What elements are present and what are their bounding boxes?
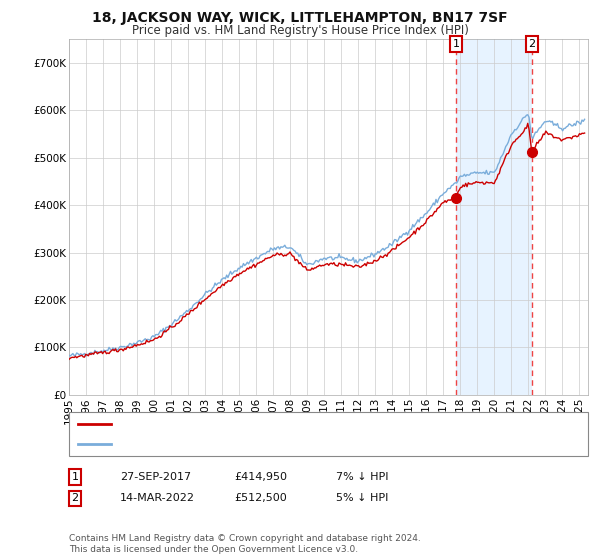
Text: 1: 1 bbox=[452, 39, 460, 49]
Text: 14-MAR-2022: 14-MAR-2022 bbox=[120, 493, 195, 503]
Text: 2: 2 bbox=[528, 39, 535, 49]
Text: 27-SEP-2017: 27-SEP-2017 bbox=[120, 472, 191, 482]
Text: £414,950: £414,950 bbox=[234, 472, 287, 482]
Text: 7% ↓ HPI: 7% ↓ HPI bbox=[336, 472, 389, 482]
Text: 18, JACKSON WAY, WICK, LITTLEHAMPTON, BN17 7SF: 18, JACKSON WAY, WICK, LITTLEHAMPTON, BN… bbox=[92, 11, 508, 25]
Text: 2: 2 bbox=[71, 493, 79, 503]
Text: Price paid vs. HM Land Registry's House Price Index (HPI): Price paid vs. HM Land Registry's House … bbox=[131, 24, 469, 36]
Text: 18, JACKSON WAY, WICK, LITTLEHAMPTON, BN17 7SF (detached house): 18, JACKSON WAY, WICK, LITTLEHAMPTON, BN… bbox=[117, 419, 514, 429]
Bar bbox=[456, 39, 532, 395]
Text: 5% ↓ HPI: 5% ↓ HPI bbox=[336, 493, 388, 503]
Text: 1: 1 bbox=[71, 472, 79, 482]
Text: £512,500: £512,500 bbox=[234, 493, 287, 503]
Text: HPI: Average price, detached house, Arun: HPI: Average price, detached house, Arun bbox=[117, 439, 350, 449]
Text: Contains HM Land Registry data © Crown copyright and database right 2024.
This d: Contains HM Land Registry data © Crown c… bbox=[69, 534, 421, 554]
